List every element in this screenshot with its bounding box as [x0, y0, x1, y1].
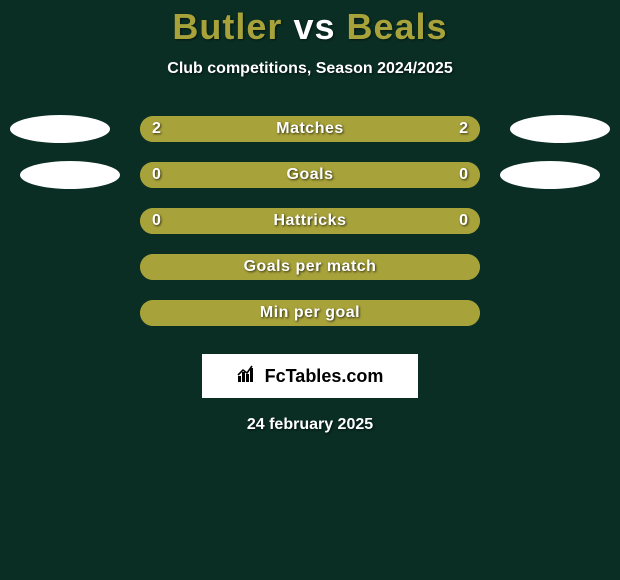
stat-bar: Goals per match — [140, 254, 480, 280]
stat-bar: 00Goals — [140, 162, 480, 188]
player2-name: Beals — [347, 6, 448, 47]
stat-bar: 00Hattricks — [140, 208, 480, 234]
stat-label: Hattricks — [140, 208, 480, 234]
stat-row: 00Hattricks — [0, 198, 620, 244]
vs-label: vs — [293, 6, 335, 47]
stat-row: 22Matches — [0, 106, 620, 152]
source-logo-card[interactable]: FcTables.com — [202, 354, 418, 398]
stat-row: Min per goal — [0, 290, 620, 336]
team-oval-left — [20, 161, 120, 189]
team-oval-right — [500, 161, 600, 189]
stat-row: 00Goals — [0, 152, 620, 198]
page-title: Butler vs Beals — [0, 6, 620, 48]
stats-rows: 22Matches 00Goals 00Hattricks Goals per mat… — [0, 106, 620, 336]
stat-row: Goals per match — [0, 244, 620, 290]
bar-chart-icon — [237, 364, 259, 389]
player1-name: Butler — [172, 6, 282, 47]
stat-bar: Min per goal — [140, 300, 480, 326]
date-label: 24 february 2025 — [0, 416, 620, 434]
team-oval-left — [10, 115, 110, 143]
stat-label: Min per goal — [140, 300, 480, 326]
source-logo-text: FcTables.com — [265, 366, 384, 387]
stat-label: Matches — [140, 116, 480, 142]
stat-label: Goals — [140, 162, 480, 188]
subtitle: Club competitions, Season 2024/2025 — [0, 60, 620, 78]
comparison-infographic: Butler vs Beals Club competitions, Seaso… — [0, 0, 620, 580]
stat-bar: 22Matches — [140, 116, 480, 142]
team-oval-right — [510, 115, 610, 143]
stat-label: Goals per match — [140, 254, 480, 280]
